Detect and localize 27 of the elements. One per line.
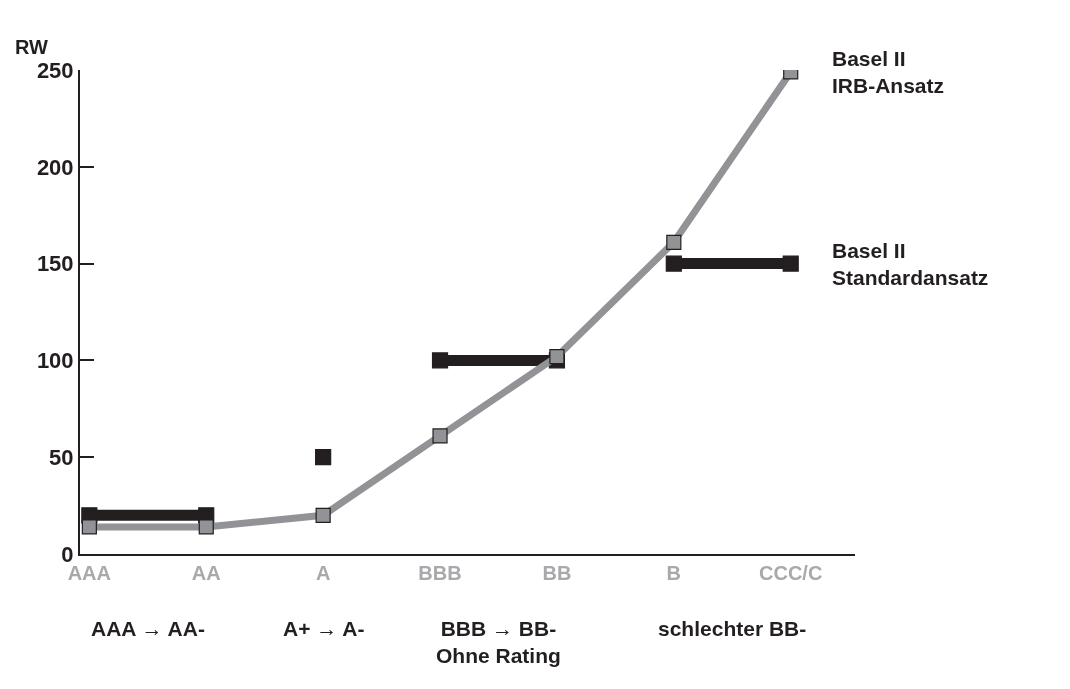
y-axis-title: RW xyxy=(15,36,49,58)
x-tick-label: BB xyxy=(542,562,572,584)
text: AAA → AA- xyxy=(91,617,205,640)
x-tick-label: AA xyxy=(191,562,221,584)
y-tick-label: 100 xyxy=(36,348,74,374)
point xyxy=(81,519,97,535)
x-tick-label: BBB xyxy=(418,562,462,584)
point xyxy=(666,234,682,250)
point xyxy=(431,352,449,369)
x-tick-label: B xyxy=(666,562,682,584)
y-tick-label: 200 xyxy=(36,154,74,180)
series-label: Basel II IRB-Ansatz xyxy=(832,47,945,98)
y-tick-label: 150 xyxy=(36,251,74,277)
y-tick-label: 250 xyxy=(36,57,74,83)
point xyxy=(782,255,799,272)
text: schlechter BB- xyxy=(658,617,807,640)
point xyxy=(549,348,565,365)
text: A+ → A- xyxy=(283,617,365,640)
point xyxy=(198,519,214,535)
x-tick-label: CCC/C xyxy=(759,562,823,584)
y-tick-label: 50 xyxy=(49,444,74,470)
x-tick-label: A xyxy=(315,562,331,584)
point xyxy=(315,507,331,523)
text: BBB → BB- Ohne Rating xyxy=(436,617,561,668)
point xyxy=(665,255,682,272)
series-label: Basel II Standardansatz xyxy=(832,239,989,290)
point xyxy=(432,428,448,444)
